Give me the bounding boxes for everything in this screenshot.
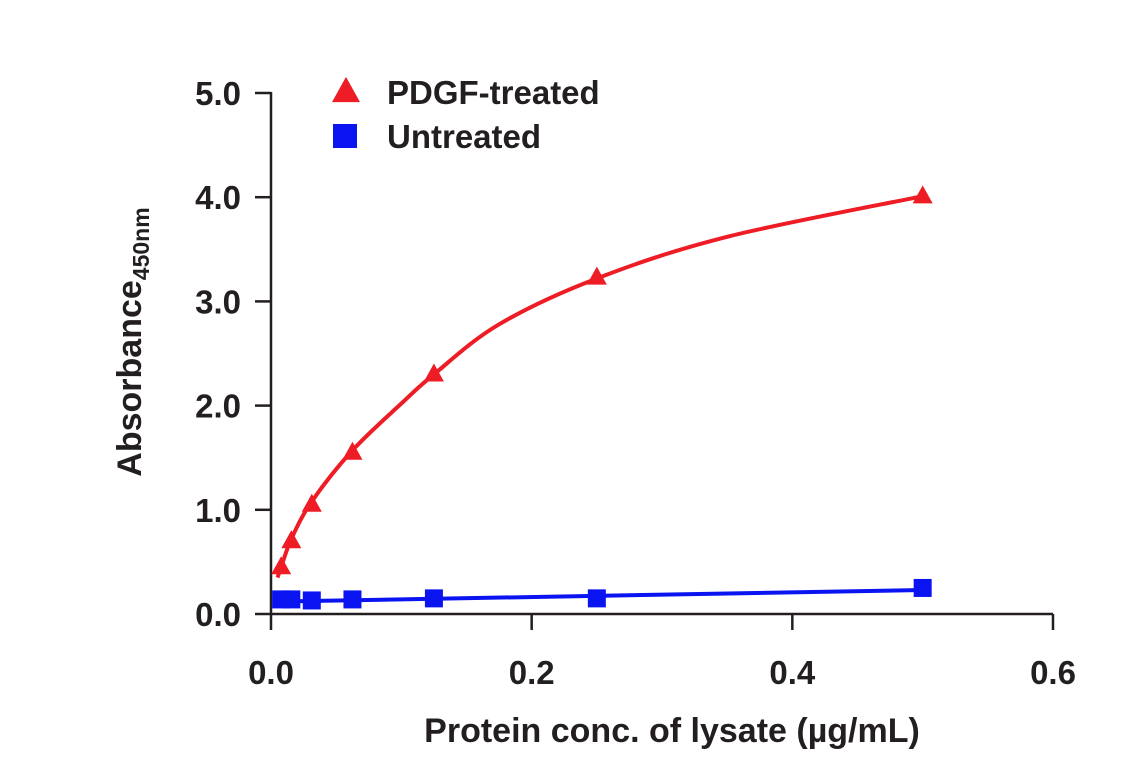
pdgf-treated-point [912, 185, 933, 204]
untreated-point [282, 590, 301, 609]
untreated-point [302, 591, 321, 610]
pdgf-treated-point [281, 530, 302, 549]
pdgf-treated-point [586, 266, 607, 285]
legend-pdgf-treated-icon [332, 76, 360, 103]
untreated-point [913, 578, 932, 597]
y-axis-ticks: 0.0 1.0 2.0 3.0 4.0 5.0 [195, 75, 271, 633]
y-tick-label: 5.0 [195, 75, 241, 112]
x-axis-title: Protein conc. of lysate (µg/mL) [424, 712, 920, 750]
x-tick-label: 0.4 [769, 654, 816, 691]
untreated-point [587, 589, 606, 608]
pdgf-treated-point [301, 493, 322, 512]
pdgf-treated-point [423, 363, 444, 382]
legend-untreated-label: Untreated [387, 118, 541, 155]
untreated-point [424, 589, 443, 608]
pdgf-treated-point [342, 441, 363, 460]
y-axis-title: Absorbance450nm [111, 207, 154, 476]
y-axis-title-subscript: 450nm [128, 207, 154, 280]
legend-untreated-icon [333, 124, 357, 148]
legend: PDGF-treated Untreated [332, 74, 600, 155]
y-tick-label: 4.0 [195, 179, 241, 216]
y-tick-label: 3.0 [195, 283, 241, 320]
y-tick-label: 2.0 [195, 388, 241, 425]
data-markers [271, 185, 933, 610]
fit-curves [275, 194, 924, 604]
axes [269, 92, 1053, 616]
y-tick-label: 0.0 [195, 596, 241, 633]
untreated-point [343, 590, 362, 609]
x-axis-ticks: 0.0 0.2 0.4 0.6 [248, 614, 1076, 691]
y-axis-title-main: Absorbance [111, 280, 149, 477]
y-tick-label: 1.0 [195, 492, 241, 529]
pdgf-treated-fit-line [275, 194, 924, 579]
pdgf-treated-point [271, 556, 292, 575]
x-tick-label: 0.0 [248, 654, 294, 691]
legend-pdgf-treated-label: PDGF-treated [387, 74, 600, 111]
x-tick-label: 0.6 [1030, 654, 1076, 691]
x-tick-label: 0.2 [509, 654, 555, 691]
